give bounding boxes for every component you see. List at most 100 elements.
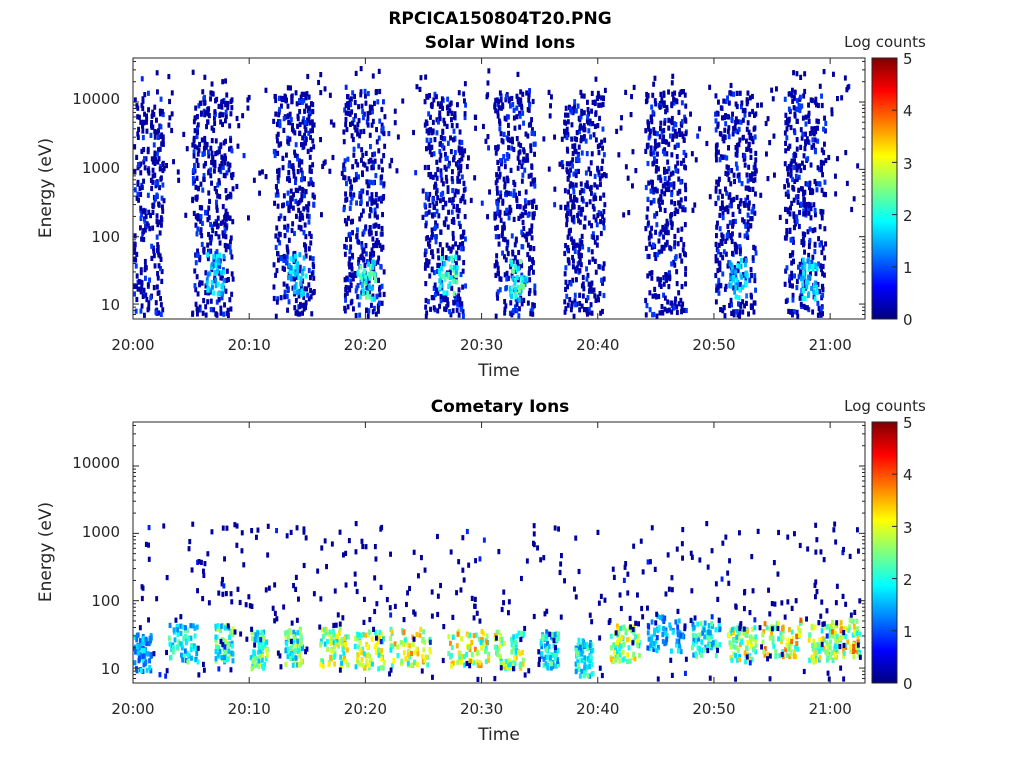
spectrogram-cell [650, 151, 653, 157]
spectrogram-cell [807, 110, 811, 116]
spectrogram-cell [563, 188, 567, 194]
spectrogram-cell [553, 655, 557, 662]
spectrogram-cell [513, 304, 517, 310]
spectrogram-cell [378, 118, 382, 124]
spectrogram-cell [674, 619, 678, 625]
spectrogram-cell [437, 119, 440, 125]
spectrogram-cell [587, 220, 591, 226]
spectrogram-cell [423, 99, 427, 105]
spectrogram-cell [728, 203, 732, 209]
spectrogram-cell [766, 176, 770, 182]
spectrogram-cell [298, 185, 302, 191]
spectrogram-cell [742, 134, 745, 140]
spectrogram-cell [705, 140, 709, 147]
spectrogram-cell [366, 290, 370, 296]
spectrogram-cell [356, 121, 360, 128]
spectrogram-cell [442, 196, 445, 202]
spectrogram-cell [732, 309, 735, 315]
spectrogram-cell [196, 226, 200, 232]
spectrogram-cell [541, 635, 545, 641]
spectrogram-cell [192, 210, 196, 216]
spectrogram-cell [379, 665, 383, 671]
spectrogram-cell [396, 653, 400, 659]
spectrogram-cell [429, 649, 432, 655]
spectrogram-cell [310, 168, 313, 174]
spectrogram-cell [494, 145, 497, 151]
spectrogram-cell [324, 626, 328, 633]
spectrogram-cell [714, 241, 718, 247]
spectrogram-cell [528, 255, 531, 261]
spectrogram-cell [287, 237, 291, 243]
spectrogram-cell [451, 196, 455, 203]
spectrogram-cell [372, 271, 376, 277]
spectrogram-cell [136, 165, 140, 171]
spectrogram-cell [724, 238, 728, 244]
spectrogram-cell [283, 266, 286, 272]
spectrogram-cell [738, 309, 742, 315]
spectrogram-cell [565, 126, 569, 132]
spectrogram-cell [663, 151, 667, 157]
spectrogram-cell [737, 177, 741, 183]
spectrogram-cell [734, 151, 738, 157]
spectrogram-cell [374, 173, 378, 179]
spectrogram-cell [347, 215, 350, 221]
spectrogram-cell [224, 78, 227, 84]
spectrogram-cell [559, 204, 563, 210]
spectrogram-cell [431, 197, 435, 203]
spectrogram-cell [597, 297, 600, 303]
spectrogram-cell [298, 210, 302, 216]
spectrogram-cell [457, 90, 461, 96]
spectrogram-cell [220, 283, 224, 290]
spectrogram-cell [224, 113, 228, 120]
spectrogram-cell [376, 639, 380, 645]
spectrogram-cell [284, 647, 288, 653]
spectrogram-cell [744, 258, 748, 264]
spectrogram-cell [602, 292, 606, 299]
spectrogram-cell [380, 158, 384, 164]
spectrogram-cell [793, 111, 797, 117]
spectrogram-cell [286, 114, 290, 120]
spectrogram-cell [585, 266, 588, 272]
spectrogram-cell [571, 143, 575, 149]
spectrogram-cell [571, 254, 574, 261]
spectrogram-cell [346, 304, 350, 310]
spectrogram-cell [590, 190, 593, 196]
spectrogram-cell [432, 295, 436, 301]
spectrogram-cell [530, 117, 533, 123]
spectrogram-cell [357, 260, 360, 266]
spectrogram-cell [821, 271, 824, 277]
spectrogram-cell [662, 226, 666, 233]
spectrogram-cell [823, 255, 827, 261]
spectrogram-cell [724, 251, 728, 257]
spectrogram-cell [212, 290, 215, 296]
spectrogram-cell [278, 232, 282, 238]
spectrogram-cell [216, 193, 220, 199]
spectrogram-cell [572, 258, 575, 264]
spectrogram-cell [462, 260, 466, 266]
spectrogram-cell [286, 227, 289, 233]
spectrogram-cell [321, 627, 324, 633]
spectrogram-cell [736, 119, 740, 125]
spectrogram-cell [291, 205, 295, 211]
spectrogram-cell [361, 632, 365, 638]
spectrogram-cell [514, 294, 518, 300]
spectrogram-cell [822, 126, 825, 132]
spectrogram-cell [772, 133, 776, 139]
spectrogram-cell [726, 95, 729, 101]
spectrogram-cell [480, 645, 483, 651]
spectrogram-cell [225, 92, 229, 98]
spectrogram-cell [822, 69, 826, 75]
spectrogram-cell [425, 146, 428, 152]
spectrogram-cell [599, 310, 603, 316]
spectrogram-cell [421, 214, 425, 220]
spectrogram-cell [583, 665, 586, 671]
spectrogram-cell [214, 151, 218, 157]
spectrogram-cell [719, 205, 723, 212]
spectrogram-cell [626, 658, 629, 664]
spectrogram-cell [653, 187, 657, 193]
spectrogram-cell [159, 311, 163, 317]
spectrogram-cell [214, 656, 218, 662]
spectrogram-cell [740, 181, 744, 187]
spectrogram-cell [745, 234, 749, 240]
spectrogram-cell [170, 90, 174, 96]
